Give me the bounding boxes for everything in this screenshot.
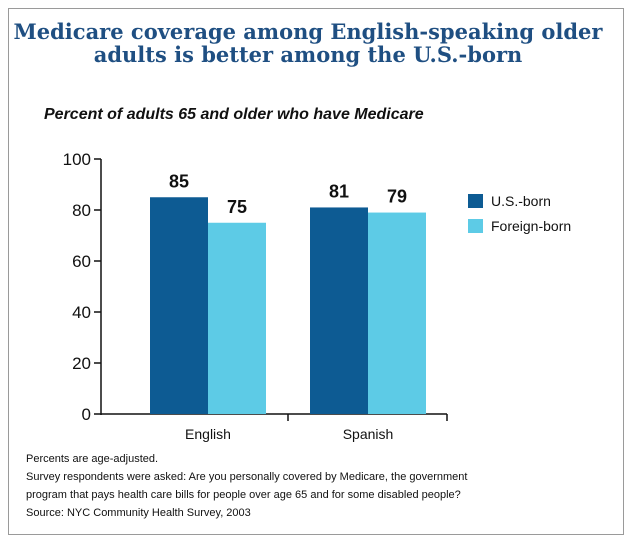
y-tick-label: 60 xyxy=(72,252,91,271)
bar-value-label: 81 xyxy=(329,181,349,201)
legend-label: U.S.-born xyxy=(491,193,551,209)
bar-value-label: 79 xyxy=(387,187,407,207)
legend-swatch xyxy=(468,194,483,208)
y-tick-label: 100 xyxy=(63,150,91,169)
legend-label: Foreign-born xyxy=(491,218,571,234)
title-line-2: adults is better among the U.S.-born xyxy=(93,42,523,67)
bar xyxy=(208,222,266,414)
x-category-label: Spanish xyxy=(343,426,394,442)
y-tick-label: 20 xyxy=(72,354,91,373)
y-tick-label: 80 xyxy=(72,201,91,220)
bar-value-label: 85 xyxy=(169,171,189,191)
bar xyxy=(310,207,368,414)
footnote-source: Source: NYC Community Health Survey, 200… xyxy=(26,507,251,519)
chart-title: Medicare coverage among English-speaking… xyxy=(0,20,616,66)
footnotes: Percents are age-adjusted. Survey respon… xyxy=(26,450,606,522)
footnote-age-adjusted: Percents are age-adjusted. xyxy=(26,453,159,465)
footnote-question-1: Survey respondents were asked: Are you p… xyxy=(26,471,468,483)
bar xyxy=(368,212,426,414)
bar-value-label: 75 xyxy=(227,197,247,217)
footnote-question-2: program that pays health care bills for … xyxy=(26,489,461,501)
legend-swatch xyxy=(468,219,483,233)
y-tick-label: 0 xyxy=(82,405,91,424)
bar xyxy=(150,197,208,414)
x-category-label: English xyxy=(185,426,231,442)
title-line-1: Medicare coverage among English-speaking… xyxy=(13,19,603,44)
y-tick-label: 40 xyxy=(72,303,91,322)
chart-subtitle: Percent of adults 65 and older who have … xyxy=(44,106,424,123)
